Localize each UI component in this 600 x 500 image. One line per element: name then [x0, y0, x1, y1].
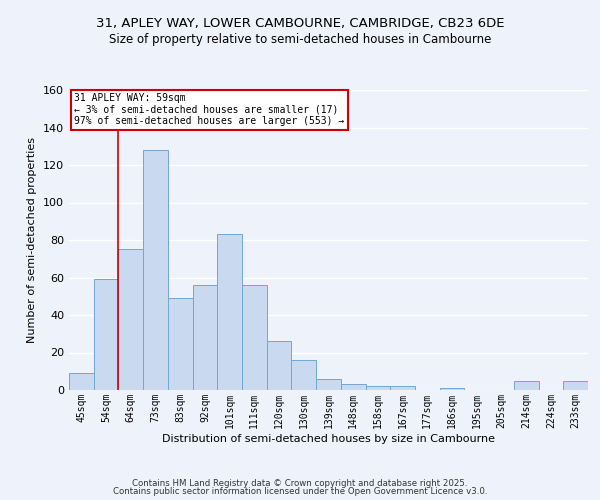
Bar: [242, 285, 267, 390]
Bar: [514, 380, 539, 390]
Bar: [563, 380, 588, 390]
Bar: [94, 280, 118, 390]
Bar: [390, 386, 415, 390]
Bar: [168, 298, 193, 390]
Bar: [193, 285, 217, 390]
Text: Size of property relative to semi-detached houses in Cambourne: Size of property relative to semi-detach…: [109, 32, 491, 46]
Text: 31 APLEY WAY: 59sqm
← 3% of semi-detached houses are smaller (17)
97% of semi-de: 31 APLEY WAY: 59sqm ← 3% of semi-detache…: [74, 93, 344, 126]
Bar: [217, 234, 242, 390]
Bar: [118, 250, 143, 390]
Bar: [292, 360, 316, 390]
Text: Contains HM Land Registry data © Crown copyright and database right 2025.: Contains HM Land Registry data © Crown c…: [132, 478, 468, 488]
Bar: [365, 386, 390, 390]
Bar: [440, 388, 464, 390]
Bar: [143, 150, 168, 390]
X-axis label: Distribution of semi-detached houses by size in Cambourne: Distribution of semi-detached houses by …: [162, 434, 495, 444]
Bar: [341, 384, 365, 390]
Y-axis label: Number of semi-detached properties: Number of semi-detached properties: [28, 137, 37, 343]
Bar: [69, 373, 94, 390]
Text: 31, APLEY WAY, LOWER CAMBOURNE, CAMBRIDGE, CB23 6DE: 31, APLEY WAY, LOWER CAMBOURNE, CAMBRIDG…: [96, 18, 504, 30]
Bar: [316, 379, 341, 390]
Bar: [267, 341, 292, 390]
Text: Contains public sector information licensed under the Open Government Licence v3: Contains public sector information licen…: [113, 488, 487, 496]
